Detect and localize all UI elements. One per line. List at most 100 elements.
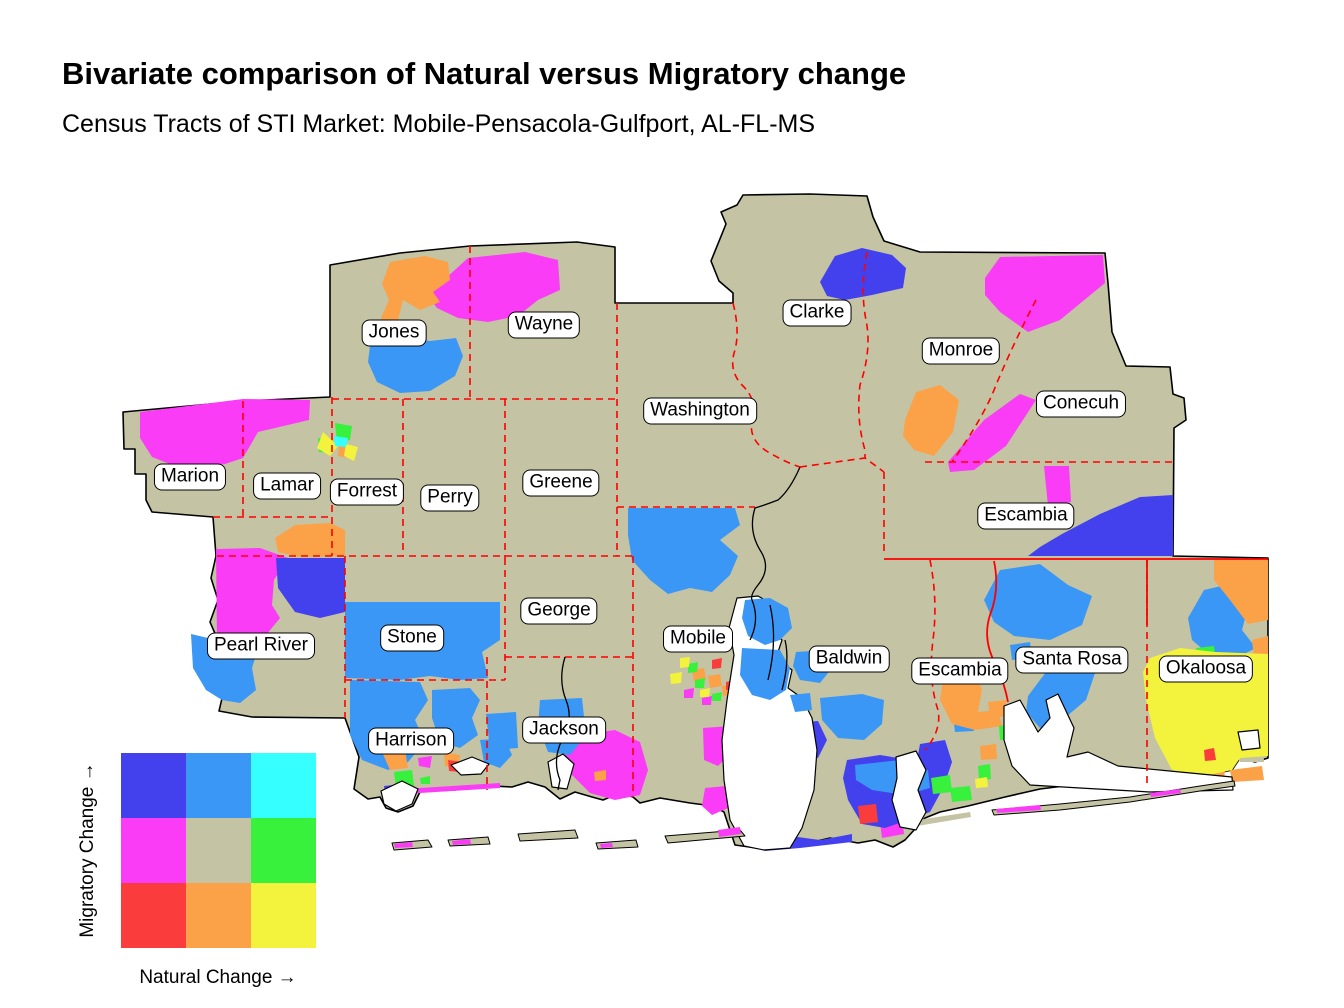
legend-y-axis-label: Migratory Change → (77, 762, 98, 938)
tract (708, 674, 722, 688)
tract (712, 692, 722, 701)
page-title: Bivariate comparison of Natural versus M… (62, 56, 907, 91)
state-border (986, 560, 1009, 703)
county-label-greene: Greene (522, 469, 600, 497)
county-border (857, 251, 869, 458)
tract (740, 648, 790, 700)
magenta-tracts (140, 252, 1205, 838)
tract (594, 770, 606, 781)
county-label-conecuh: Conecuh (1035, 390, 1127, 418)
tract (985, 255, 1105, 332)
bivariate-legend (121, 753, 316, 948)
county-label-forrest: Forrest (329, 478, 405, 506)
tract (394, 842, 413, 848)
county-label-baldwin: Baldwin (808, 645, 890, 673)
county-label-lamar: Lamar (253, 472, 321, 500)
tract (931, 775, 952, 794)
county-label-perry: Perry (420, 484, 480, 512)
tract (1044, 466, 1071, 506)
county-label-jones: Jones (361, 319, 427, 347)
tract (418, 756, 432, 768)
tract (858, 804, 878, 824)
legend-cell (186, 883, 251, 948)
county-label-jackson: Jackson (522, 716, 606, 744)
county-label-santa-rosa: Santa Rosa (1015, 646, 1129, 674)
county-label-pearl-river: Pearl River (207, 632, 315, 660)
tract (702, 786, 728, 815)
county-label-escambia-fl: Escambia (911, 657, 1009, 685)
county-label-escambia-al: Escambia (977, 502, 1075, 530)
tract (948, 394, 1036, 472)
county-label-mobile: Mobile (663, 625, 733, 653)
tract (452, 839, 471, 845)
tract (1028, 495, 1173, 556)
tract (486, 712, 518, 750)
tract (382, 750, 408, 770)
pensacola-bay (1003, 693, 1234, 793)
legend-cell (121, 753, 186, 818)
tombigbee-river (750, 466, 801, 601)
tract (695, 678, 705, 688)
tract (975, 777, 988, 788)
county-label-harrison: Harrison (368, 727, 454, 755)
tract (702, 696, 712, 705)
county-label-monroe: Monroe (921, 337, 1001, 365)
tract (978, 764, 991, 780)
county-label-washington: Washington (643, 397, 757, 425)
tract (820, 694, 884, 740)
tract (1214, 560, 1268, 624)
perdido-bay (891, 750, 927, 831)
state-borders (884, 558, 1268, 703)
tract (680, 657, 690, 668)
county-label-wayne: Wayne (507, 311, 581, 339)
tract (1230, 766, 1264, 782)
tract (428, 252, 560, 322)
island (991, 780, 1236, 816)
tract (334, 436, 348, 447)
page-subtitle: Census Tracts of STI Market: Mobile-Pens… (62, 110, 816, 138)
river-channel (749, 599, 757, 641)
tract (996, 805, 1041, 813)
river-channel (767, 604, 775, 681)
tract (718, 827, 741, 837)
island-magenta-slivers (394, 789, 1181, 848)
tract (988, 700, 1008, 718)
tract (712, 658, 722, 669)
st-louis-bay (380, 780, 419, 812)
tract (628, 508, 740, 594)
tract (950, 786, 972, 802)
tract (275, 523, 345, 557)
tract (420, 776, 430, 784)
delta-channels (749, 599, 788, 691)
tract (216, 548, 288, 645)
tract (276, 558, 345, 618)
legend-cell (251, 753, 316, 818)
county-label-stone: Stone (380, 624, 444, 652)
tract (600, 843, 613, 848)
tract (903, 385, 959, 456)
legend-cell (121, 818, 186, 883)
legend-x-axis-label: Natural Change → (139, 967, 297, 988)
tract (1150, 789, 1181, 797)
tract (688, 662, 698, 673)
legend-cell (251, 883, 316, 948)
tract (670, 672, 682, 684)
tract (565, 730, 648, 800)
tract (344, 444, 358, 461)
legend-cell (186, 818, 251, 883)
tract (700, 688, 710, 697)
county-label-george: George (520, 597, 598, 625)
barrier-islands (391, 780, 1236, 851)
legend-cell (121, 883, 186, 948)
biloxi-bay (450, 756, 490, 776)
tract (684, 688, 694, 698)
county-label-clarke: Clarke (782, 299, 852, 327)
tract (984, 564, 1092, 640)
river-channel (781, 639, 788, 691)
pascagoula-marsh (547, 753, 575, 790)
island (517, 829, 579, 842)
legend-cell (186, 753, 251, 818)
tract (1204, 748, 1216, 761)
